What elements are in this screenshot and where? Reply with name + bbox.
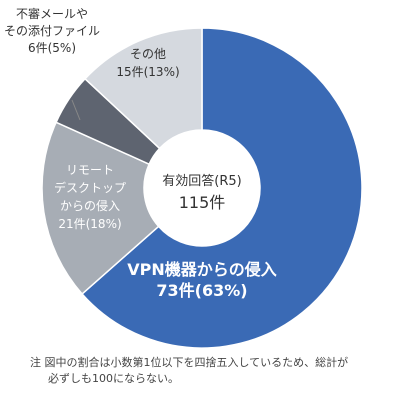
slice-label-1-line-1: VPN機器からの侵入: [127, 260, 277, 279]
slice-label-2-line-4: 21件(18%): [58, 217, 121, 231]
slice-label-2-line-1: リモート: [66, 163, 114, 177]
slice-label-2-line-2: デスクトップ: [54, 180, 126, 195]
donut-slice-2: [41, 121, 160, 296]
slice-label-4-line-2: 15件(13%): [116, 65, 179, 79]
slice-label-1: VPN機器からの侵入 73件(63%): [127, 260, 277, 300]
footnote-line-1: 注 図中の割合は小数第1位以下を四捨五入しているため、総計が: [30, 356, 349, 369]
center-title: 有効回答(R5): [162, 173, 241, 189]
slice-label-3: 不審メールやその添付ファイル 6件(5%): [4, 6, 100, 55]
slice-label-2-line-3: からの侵入: [60, 198, 120, 213]
slice-label-4-line-1: その他: [130, 47, 166, 61]
slice-label-2: リモートデスクトップからの侵入 21件(18%): [54, 163, 126, 231]
footnote-line-2: 必ずしも100にならない。: [48, 372, 179, 385]
slice-label-4: その他 15件(13%): [116, 47, 179, 79]
slice-label-3-line-2: その添付ファイル: [4, 24, 100, 38]
slice-label-3-line-1: 不審メールや: [16, 6, 88, 21]
donut-slice-4: [84, 27, 203, 150]
center-total: 115件: [179, 193, 226, 212]
footnote: 注 図中の割合は小数第1位以下を四捨五入しているため、総計が 必ずしも100にな…: [30, 355, 390, 387]
slice-label-3-line-3: 6件(5%): [28, 41, 76, 55]
leader-line: [71, 99, 81, 121]
donut-slice-1: [81, 27, 363, 349]
slice-label-1-line-2: 73件(63%): [156, 281, 247, 300]
